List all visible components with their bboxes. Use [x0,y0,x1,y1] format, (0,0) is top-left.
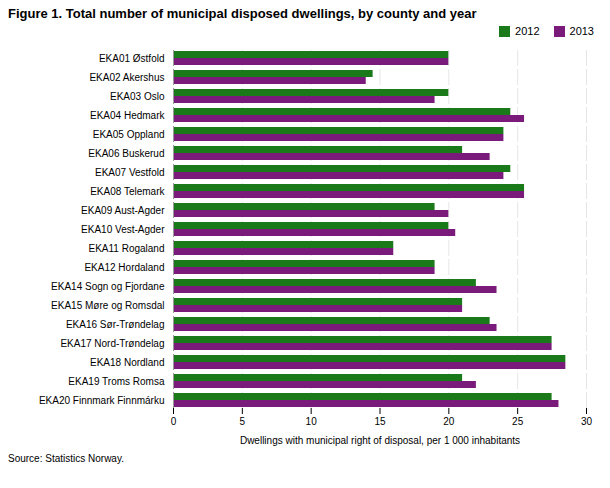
svg-text:EKA06 Buskerud: EKA06 Buskerud [88,148,164,159]
svg-text:EKA12 Hordaland: EKA12 Hordaland [84,262,164,273]
svg-text:EKA07 Vestfold: EKA07 Vestfold [95,167,165,178]
svg-text:Dwellings with municipal right: Dwellings with municipal right of dispos… [240,435,520,446]
svg-text:EKA20 Finnmark Finnmárku: EKA20 Finnmark Finnmárku [39,395,165,406]
html-text:2013: 2013 [569,25,594,37]
svg-text:EKA09 Aust-Agder: EKA09 Aust-Agder [81,205,165,216]
svg-text:5: 5 [240,416,246,427]
svg-text:EKA11 Rogaland: EKA11 Rogaland [89,243,165,254]
svg-text:EKA14 Sogn og Fjordane: EKA14 Sogn og Fjordane [51,281,165,292]
svg-text:EKA15 Møre og Romsdal: EKA15 Møre og Romsdal [51,300,164,311]
svg-text:0: 0 [171,416,177,427]
svg-text:EKA18 Nordland: EKA18 Nordland [90,357,165,368]
svg-text:EKA16 Sør-Trøndelag: EKA16 Sør-Trøndelag [66,319,165,330]
svg-text:30: 30 [581,416,593,427]
html-text:2012: 2012 [515,25,540,37]
svg-text:EKA10 Vest-Agder: EKA10 Vest-Agder [81,224,165,235]
svg-text:10: 10 [306,416,318,427]
svg-text:EKA03 Oslo: EKA03 Oslo [110,91,165,102]
svg-text:EKA01 Østfold: EKA01 Østfold [99,53,165,64]
svg-text:EKA08 Telemark: EKA08 Telemark [90,186,165,197]
html-text:Figure 1. Total number of muni: Figure 1. Total number of municipal disp… [8,6,477,21]
svg-text:EKA19 Troms Romsa: EKA19 Troms Romsa [68,376,165,387]
svg-text:20: 20 [443,416,455,427]
svg-text:EKA02 Akershus: EKA02 Akershus [89,72,164,83]
svg-text:EKA05 Oppland: EKA05 Oppland [93,129,165,140]
html-text:Source: Statistics Norway.: Source: Statistics Norway. [8,453,124,464]
svg-text:EKA04 Hedmark: EKA04 Hedmark [90,110,165,121]
svg-text:25: 25 [512,416,524,427]
svg-text:15: 15 [374,416,386,427]
svg-text:EKA17 Nord-Trøndelag: EKA17 Nord-Trøndelag [60,338,164,349]
